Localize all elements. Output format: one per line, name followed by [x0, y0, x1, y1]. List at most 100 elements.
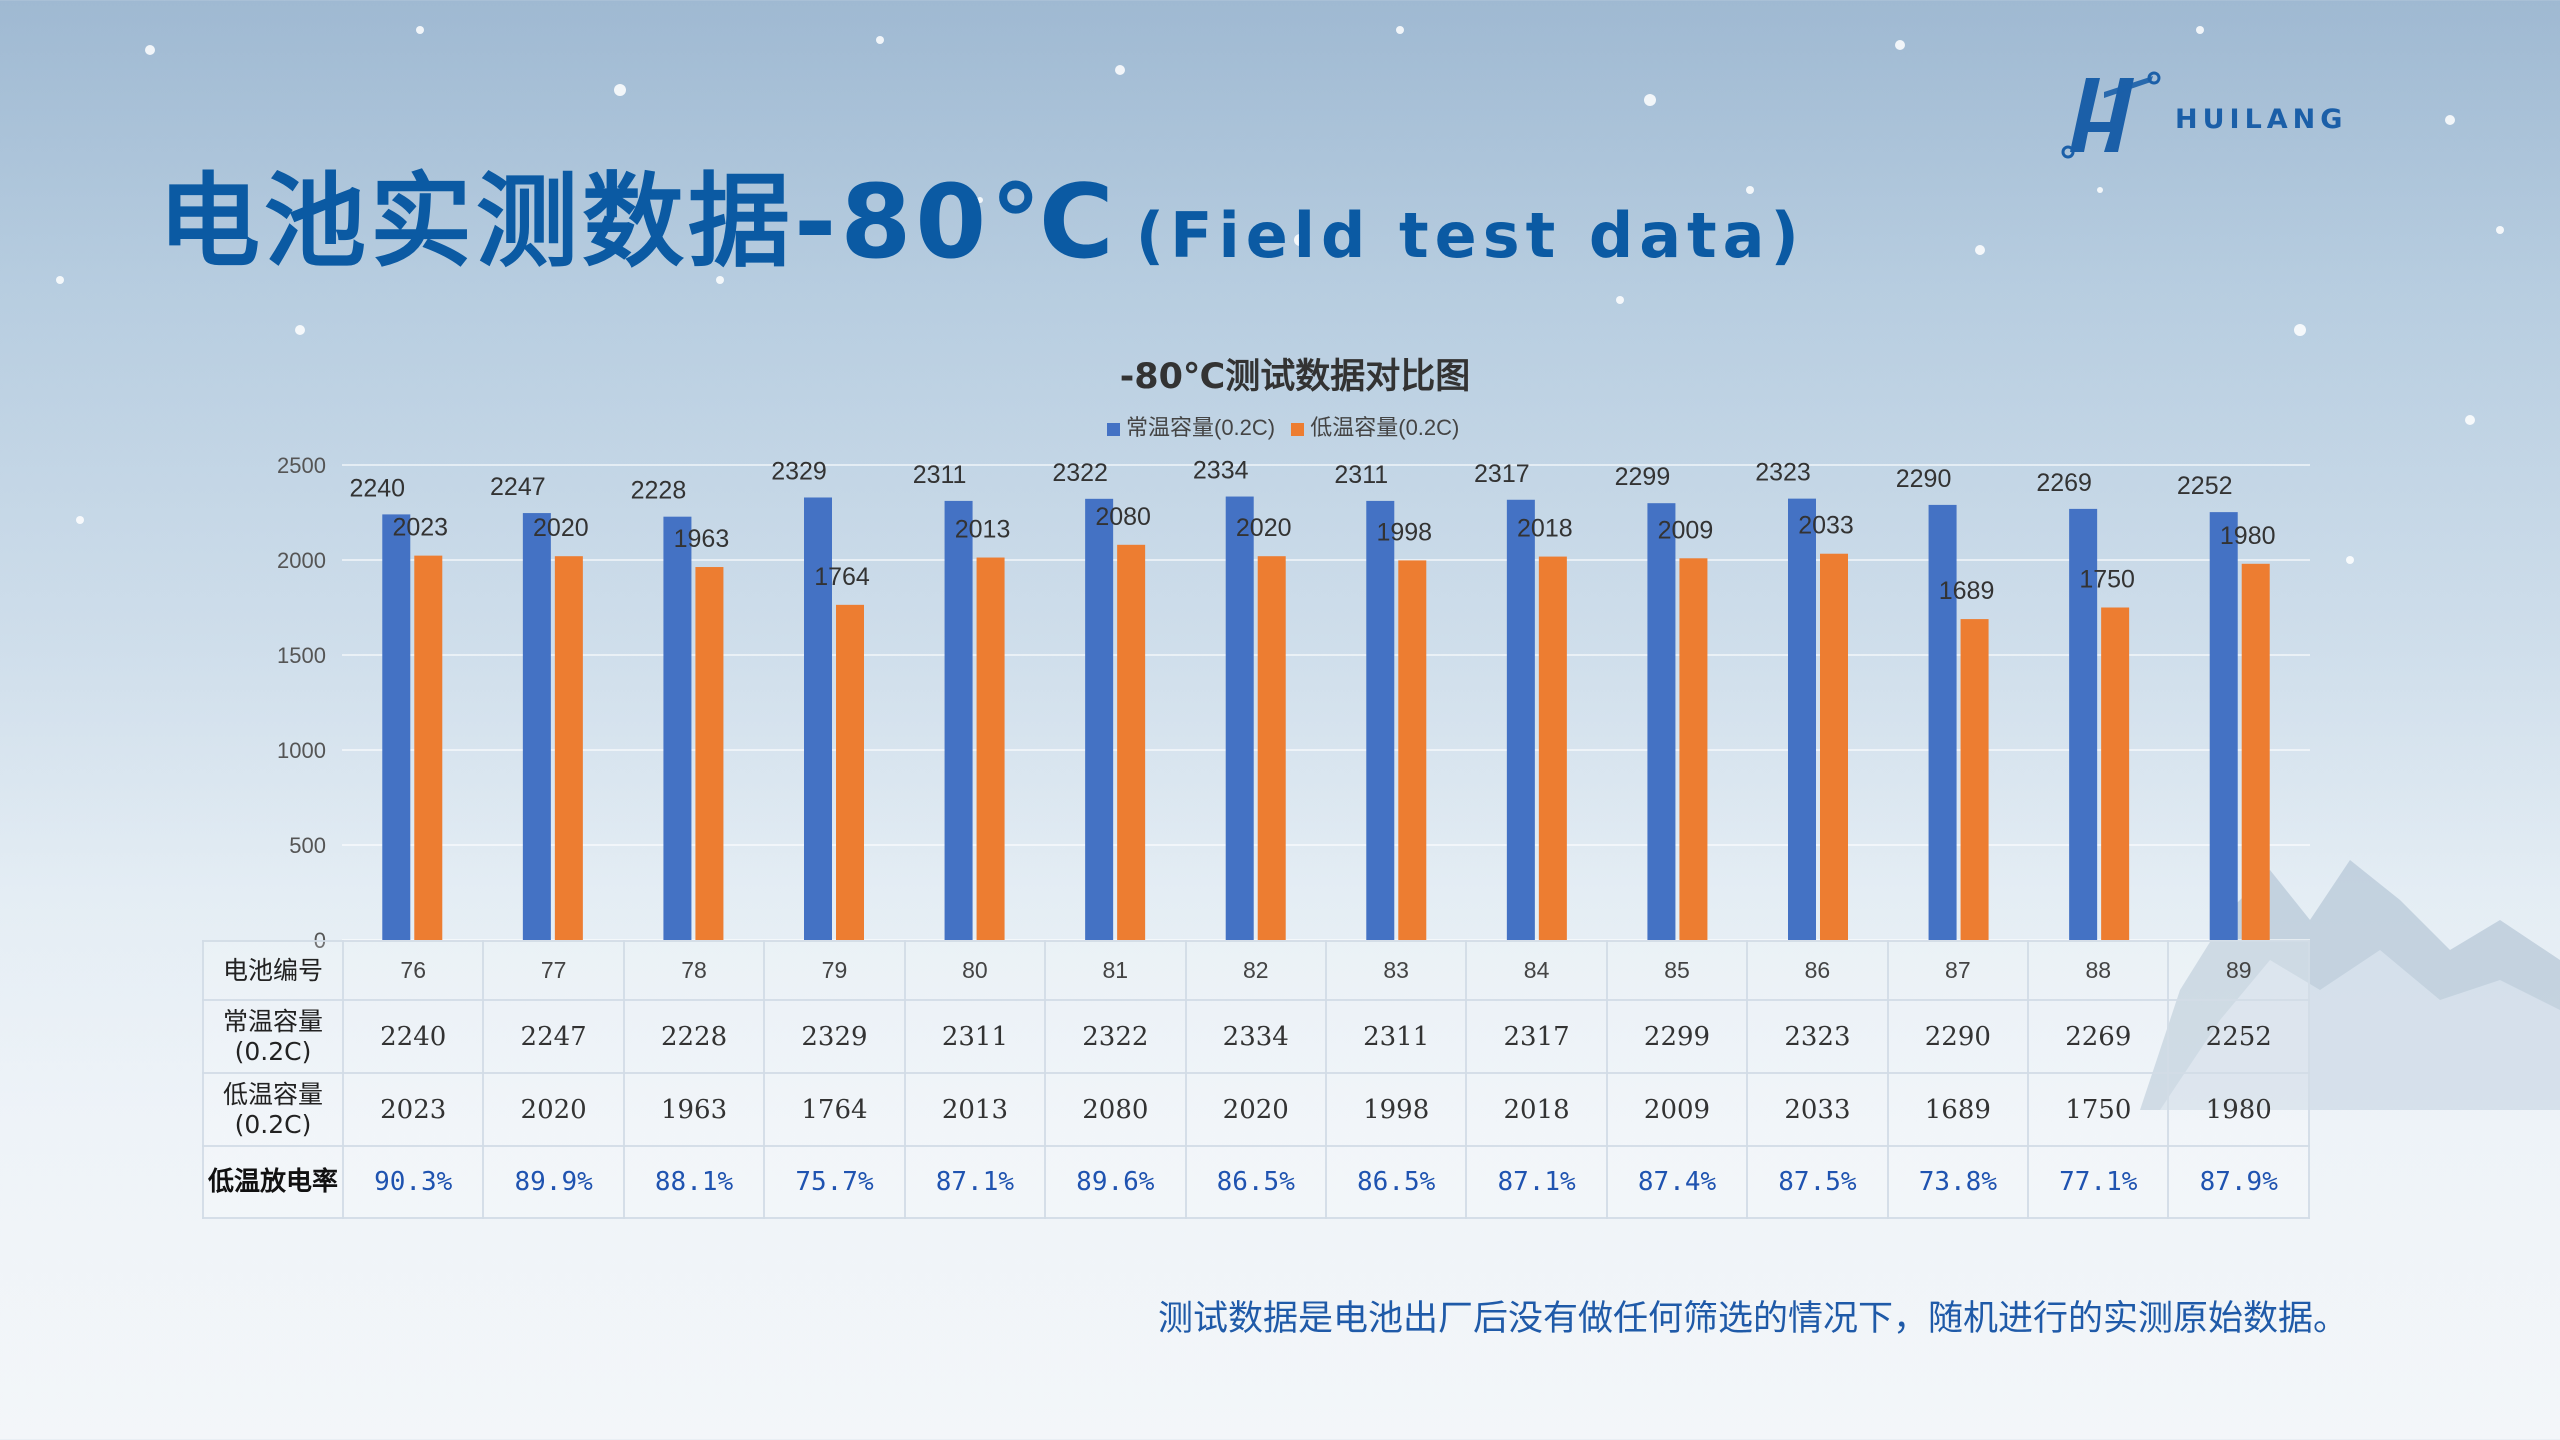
row-header-line: 低温容量	[222, 1079, 323, 1109]
data-label-normal: 2252	[2177, 472, 2233, 500]
data-label-low: 1689	[1939, 577, 1995, 605]
table-cell-normal-capacity: 2311	[903, 999, 1047, 1074]
legend-swatch-low	[1291, 422, 1305, 436]
data-label-low: 2020	[1236, 514, 1292, 542]
table-cell-battery-id: 87	[1886, 940, 2030, 1001]
table-cell-battery-id: 80	[903, 940, 1047, 1001]
table-cell-low-capacity: 2020	[1184, 1072, 1327, 1147]
row-header-line: (0.2C)	[234, 1036, 312, 1066]
table-cell-normal-capacity: 2240	[341, 999, 485, 1074]
row-header-line: 常温容量	[222, 1006, 323, 1036]
table-cell-battery-id: 81	[1044, 940, 1187, 1001]
table-cell-low-capacity: 1963	[622, 1072, 766, 1147]
y-tick-label: 1500	[277, 643, 326, 668]
row-header-line: (0.2C)	[234, 1109, 312, 1139]
table-cell-normal-capacity: 2323	[1746, 999, 1889, 1074]
data-label-low: 2018	[1517, 515, 1573, 543]
bar-low	[2101, 607, 2130, 940]
data-table: 电池编号 76 77 78 79 80 81 82 83 84 85 86 87 88 89 常温容量 (0.2…	[202, 940, 2310, 1219]
legend-item-low: 低温容量(0.2C)	[1291, 415, 1459, 440]
bar-normal	[2069, 508, 2098, 940]
table-cell-low-capacity: 1764	[763, 1072, 906, 1147]
bar-normal	[1788, 498, 1816, 940]
data-label-low: 1980	[2220, 522, 2276, 550]
page-title: 电池实测数据-80℃ (Field test data)	[158, 140, 1805, 287]
huilang-logo-icon	[2061, 71, 2161, 159]
bar-low	[414, 555, 443, 940]
data-label-normal: 2334	[1193, 457, 1249, 485]
data-label-normal: 2317	[1474, 460, 1530, 488]
bar-low	[836, 604, 864, 940]
table-cell-normal-capacity: 2269	[2027, 999, 2170, 1074]
row-header-line: 电池编号	[222, 955, 323, 985]
table-cell-normal-capacity: 2247	[482, 999, 625, 1074]
table-row-battery-id: 电池编号 76 77 78 79 80 81 82 83 84 85 86 87 88 89	[202, 940, 2310, 1001]
y-tick-label: 500	[289, 833, 326, 858]
chart-title: -80℃测试数据对比图	[1119, 357, 1471, 397]
table-cell-normal-capacity: 2228	[622, 999, 766, 1074]
table-cell-low-capacity: 2080	[1044, 1072, 1187, 1147]
y-tick-label: 1000	[277, 738, 326, 763]
table-cell-low-temp-rate: 77.1%	[2027, 1145, 2170, 1219]
bar-low	[1820, 553, 1848, 940]
row-header-normal-capacity: 常温容量 (0.2C)	[202, 999, 344, 1074]
table-cell-low-temp-rate: 89.6%	[1044, 1145, 1187, 1219]
bar-normal	[1225, 496, 1254, 940]
legend-label-low: 低温容量(0.2C)	[1310, 415, 1460, 440]
data-label-normal: 2290	[1896, 465, 1952, 493]
table-cell-normal-capacity: 2317	[1465, 999, 1608, 1074]
bar-normal	[2209, 512, 2238, 940]
legend-swatch-normal	[1107, 422, 1120, 436]
bar-normal	[663, 516, 692, 940]
table-cell-low-capacity: 2023	[341, 1072, 485, 1147]
data-label-low: 1750	[2079, 566, 2135, 594]
bar-normal	[1647, 503, 1676, 940]
data-label-normal: 2329	[771, 457, 827, 485]
table-cell-battery-id: 86	[1746, 940, 1889, 1001]
bar-low	[1117, 544, 1146, 940]
table-cell-low-temp-rate: 87.5%	[1746, 1145, 1889, 1219]
table-cell-normal-capacity: 2329	[763, 999, 906, 1074]
legend-label-normal: 常温容量(0.2C)	[1126, 415, 1276, 440]
table-cell-low-capacity: 1980	[2167, 1072, 2310, 1147]
table-cell-battery-id: 76	[341, 940, 485, 1001]
table-cell-low-temp-rate: 86.5%	[1184, 1145, 1327, 1219]
bar-normal	[1928, 504, 1957, 940]
table-cell-low-temp-rate: 89.9%	[482, 1145, 625, 1219]
table-cell-battery-id: 88	[2027, 940, 2170, 1001]
table-cell-low-capacity: 1998	[1324, 1072, 1468, 1147]
data-label-low: 2020	[533, 514, 589, 542]
table-cell-battery-id: 79	[763, 940, 906, 1001]
data-label-low: 2023	[392, 514, 448, 542]
data-label-low: 1963	[674, 525, 730, 553]
row-header-battery-id: 电池编号	[202, 940, 344, 1001]
data-label-low: 2080	[1095, 503, 1151, 531]
bar-low	[695, 567, 724, 940]
table-cell-low-temp-rate: 75.7%	[763, 1145, 906, 1219]
row-header-low-temp-rate: 低温放电率	[202, 1145, 344, 1219]
data-label-normal: 2247	[490, 473, 546, 501]
table-cell-battery-id: 78	[622, 940, 766, 1001]
data-label-normal: 2311	[1334, 461, 1388, 489]
data-label-normal: 2323	[1755, 459, 1811, 487]
table-cell-normal-capacity: 2311	[1324, 999, 1468, 1074]
table-row-low-capacity: 低温容量 (0.2C) 2023 2020 1963 1764 2013 2080 2020 19…	[202, 1072, 2310, 1147]
table-cell-low-capacity: 2009	[1605, 1072, 1749, 1147]
bar-low	[2241, 563, 2270, 940]
table-row-normal-capacity: 常温容量 (0.2C) 2240 2247 2228 2329 2311 2322 2334 23…	[202, 999, 2310, 1074]
table-cell-low-temp-rate: 87.1%	[903, 1145, 1047, 1219]
data-label-normal: 2269	[2036, 469, 2092, 497]
bar-normal	[522, 513, 551, 940]
legend-item-normal: 常温容量(0.2C)	[1107, 415, 1275, 440]
table-cell-low-temp-rate: 90.3%	[341, 1145, 485, 1219]
bar-normal	[804, 497, 832, 940]
table-cell-low-temp-rate: 87.1%	[1465, 1145, 1608, 1219]
row-header-low-capacity: 低温容量 (0.2C)	[202, 1072, 344, 1147]
page-title-main: 电池实测数据-80℃	[158, 163, 1118, 282]
table-cell-battery-id: 77	[482, 940, 625, 1001]
bar-low	[554, 556, 583, 940]
footnote: 测试数据是电池出厂后没有做任何筛选的情况下，随机进行的实测原始数据。	[1158, 1299, 2349, 1339]
bar-normal	[1506, 499, 1535, 940]
bar-low	[1960, 619, 1989, 940]
table-cell-low-temp-rate: 73.8%	[1886, 1145, 2030, 1219]
